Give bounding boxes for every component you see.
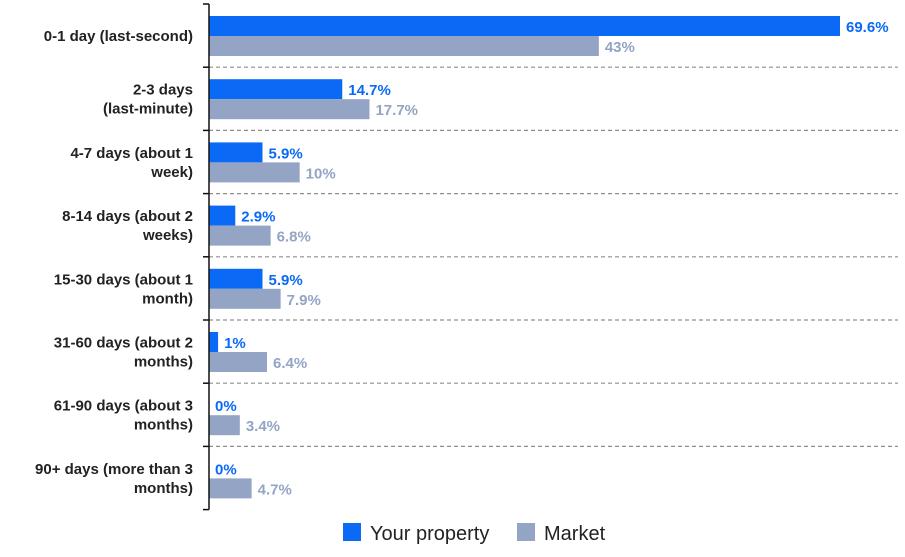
category-label: 8-14 days (about 2 <box>62 208 193 225</box>
value-labels: 69.6% 14.7% 5.9% 2.9% 5.9% 1% 0% 0% 43% 17.7% 10% 6… <box>215 19 889 498</box>
category-label: month) <box>142 290 193 307</box>
category-label: 15-30 days (about 1 <box>54 271 193 288</box>
bar-market <box>209 36 599 56</box>
value-label: 6.8% <box>277 229 311 246</box>
legend-label: Your property <box>370 523 489 545</box>
category-label: 0-1 day (last-second) <box>44 28 193 45</box>
bar-market <box>209 99 370 120</box>
value-label: 7.9% <box>287 292 321 309</box>
value-label: 43% <box>605 39 635 56</box>
bar-market <box>209 225 271 246</box>
bar-your-property <box>209 142 263 163</box>
legend: Your property Market <box>343 523 606 545</box>
value-label: 69.6% <box>846 19 889 36</box>
value-label: 5.9% <box>268 272 302 289</box>
category-label: 2-3 days <box>133 82 193 99</box>
bar-your-property <box>209 79 343 100</box>
category-label: months) <box>134 417 193 434</box>
bar-market <box>209 352 268 372</box>
category-separators <box>209 66 898 447</box>
bar-market <box>209 162 300 183</box>
category-label: 31-60 days (about 2 <box>54 335 193 352</box>
legend-swatch <box>517 523 535 541</box>
value-label: 0% <box>215 461 237 478</box>
category-label: week) <box>150 164 193 181</box>
bar-your-property <box>209 268 263 289</box>
category-label: (last-minute) <box>103 101 193 118</box>
bar-your-property <box>209 332 219 352</box>
value-label: 4.7% <box>258 481 292 498</box>
legend-swatch <box>343 523 361 541</box>
bar-your-property <box>209 16 840 36</box>
value-label: 5.9% <box>268 145 302 162</box>
value-label: 14.7% <box>348 82 391 99</box>
category-label: months) <box>134 480 193 497</box>
bars <box>209 16 840 499</box>
bar-market <box>209 415 240 436</box>
bar-market <box>209 478 252 499</box>
value-label: 3.4% <box>246 418 280 435</box>
category-label: weeks) <box>142 227 193 244</box>
category-label: months) <box>134 354 193 371</box>
y-axis <box>203 3 210 511</box>
legend-label: Market <box>544 523 606 545</box>
category-label: 90+ days (more than 3 <box>35 461 193 478</box>
value-label: 2.9% <box>241 209 275 226</box>
value-label: 1% <box>224 335 246 352</box>
value-label: 17.7% <box>375 102 418 119</box>
category-labels: 0-1 day (last-second) 2-3 days (last-minut… <box>35 28 193 497</box>
bar-your-property <box>209 205 236 226</box>
category-label: 4-7 days (about 1 <box>70 145 193 162</box>
bar-market <box>209 288 281 309</box>
value-label: 10% <box>306 165 336 182</box>
value-label: 6.4% <box>273 355 307 372</box>
value-label: 0% <box>215 398 237 415</box>
category-label: 61-90 days (about 3 <box>54 398 193 415</box>
